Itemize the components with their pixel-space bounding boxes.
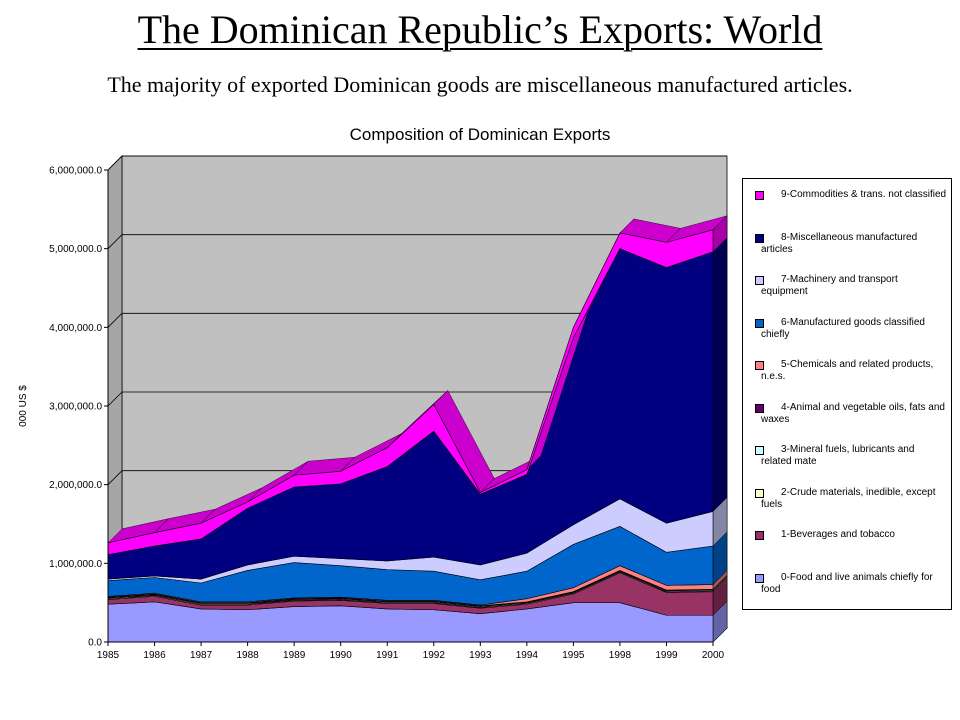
x-tick-label: 1994 (516, 650, 539, 661)
legend-swatch (755, 446, 764, 455)
y-tick-label: 3,000,000.0 (49, 402, 102, 413)
legend-swatch (755, 573, 764, 583)
series-end-cap (712, 237, 728, 512)
legend-swatch (755, 318, 764, 328)
x-tick-label: 1989 (283, 650, 306, 661)
axes: 0.0 1,000,000.0 2,000,000.0 3,000,000.0 4,00… (49, 166, 724, 662)
x-tick-label: 2000 (702, 650, 725, 661)
gridline (107, 391, 123, 407)
legend-swatch (755, 191, 764, 200)
chart-legend: 9-Commodities & trans. not classified 8-M… (742, 178, 952, 610)
legend-swatch (755, 488, 764, 498)
legend-item: 6-Manufactured goods classified chiefly (751, 317, 947, 347)
x-tick-label: 1993 (469, 650, 492, 661)
x-tick-label: 1986 (143, 650, 166, 661)
legend-swatch (755, 233, 764, 243)
legend-item: 9-Commodities & trans. not classified (751, 189, 947, 219)
plot-area (107, 155, 728, 643)
legend-swatch (755, 531, 764, 540)
slide-subtitle: The majority of exported Dominican goods… (107, 72, 853, 97)
legend-swatch (755, 276, 764, 285)
gridline (107, 313, 123, 328)
legend-item: 8-Miscellaneous manufactured articles (751, 232, 947, 262)
x-tick-label: 1999 (655, 650, 678, 661)
gridline (107, 155, 123, 171)
legend-item: 1-Beverages and tobacco (751, 529, 947, 559)
exports-area-chart: Composition of Dominican Exports 000 US … (18, 125, 728, 662)
legend-swatch (755, 361, 764, 370)
y-tick-label: 5,000,000.0 (49, 244, 102, 255)
x-tick-label: 1998 (609, 650, 632, 661)
series-9 (107, 215, 728, 556)
chart-title: Composition of Dominican Exports (350, 125, 611, 144)
gridline (107, 470, 123, 485)
y-tick-label: 1,000,000.0 (49, 559, 102, 570)
legend-label: 8-Miscellaneous manufactured articles (761, 231, 918, 255)
legend-swatch (755, 403, 764, 413)
legend-label: 4-Animal and vegetable oils, fats and wa… (761, 401, 945, 425)
legend-label: 2-Crude materials, inedible, except fuel… (761, 486, 936, 510)
slide-title: The Dominican Republic’s Exports: World (137, 7, 823, 52)
x-tick-label: 1988 (236, 650, 259, 661)
x-tick-label: 1992 (423, 650, 446, 661)
x-tick-label: 1985 (97, 650, 120, 661)
y-tick-label: 0.0 (88, 638, 102, 649)
legend-label: 3-Mineral fuels, lubricants and related … (761, 444, 915, 467)
x-tick-label: 1991 (376, 650, 399, 661)
y-axis-label: 000 US $ (18, 385, 29, 427)
legend-item: 7-Machinery and transport equipment (751, 274, 947, 304)
legend-item: 3-Mineral fuels, lubricants and related … (751, 444, 947, 474)
x-tick-label: 1987 (190, 650, 213, 661)
y-tick-label: 2,000,000.0 (49, 480, 102, 491)
x-tick-label: 1995 (562, 650, 585, 661)
gridline (107, 234, 123, 249)
legend-label: 5-Chemicals and related products, n.e.s. (761, 359, 934, 382)
series-area (107, 229, 714, 556)
x-tick-label: 1990 (330, 650, 353, 661)
legend-label: 1-Beverages and tobacco (781, 529, 895, 540)
legend-item: 5-Chemicals and related products, n.e.s. (751, 359, 947, 389)
legend-item: 2-Crude materials, inedible, except fuel… (751, 487, 947, 517)
y-tick-label: 4,000,000.0 (49, 323, 102, 334)
legend-label: 6-Manufactured goods classified chiefly (761, 316, 925, 340)
legend-item: 0-Food and live animals chiefly for food (751, 572, 947, 602)
legend-label: 0-Food and live animals chiefly for food (761, 571, 933, 595)
legend-label: 9-Commodities & trans. not classified (781, 189, 947, 200)
y-tick-label: 6,000,000.0 (49, 166, 102, 177)
legend-item: 4-Animal and vegetable oils, fats and wa… (751, 402, 947, 432)
legend-label: 7-Machinery and transport equipment (761, 274, 898, 297)
